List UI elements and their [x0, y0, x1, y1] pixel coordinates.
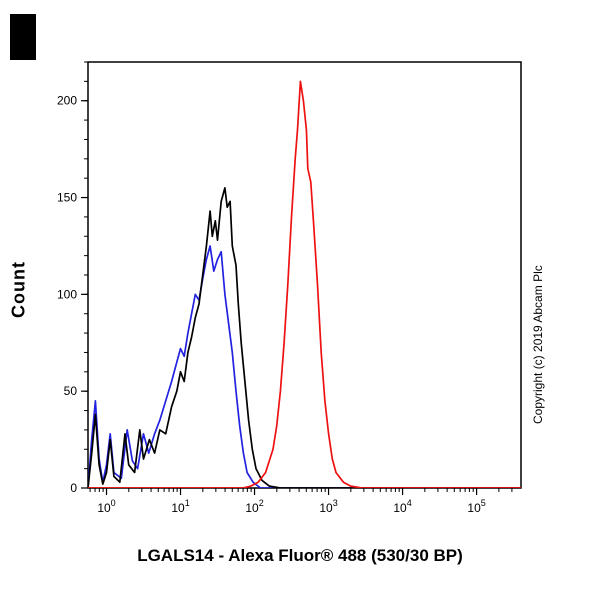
copyright-text: Copyright (c) 2019 Abcam Plc [531, 265, 545, 425]
svg-text:100: 100 [57, 287, 77, 301]
chart-title: LGALS14 - Alexa Fluor® 488 (530/30 BP) [137, 546, 463, 565]
svg-text:103: 103 [319, 498, 337, 515]
svg-text:150: 150 [57, 191, 77, 205]
svg-text:200: 200 [57, 94, 77, 108]
svg-text:50: 50 [64, 384, 78, 398]
svg-text:101: 101 [171, 498, 189, 515]
corner-black-marker [10, 14, 36, 60]
svg-text:104: 104 [393, 498, 411, 515]
svg-text:100: 100 [97, 498, 115, 515]
svg-text:105: 105 [467, 498, 485, 515]
svg-text:102: 102 [245, 498, 263, 515]
svg-text:0: 0 [70, 481, 77, 495]
